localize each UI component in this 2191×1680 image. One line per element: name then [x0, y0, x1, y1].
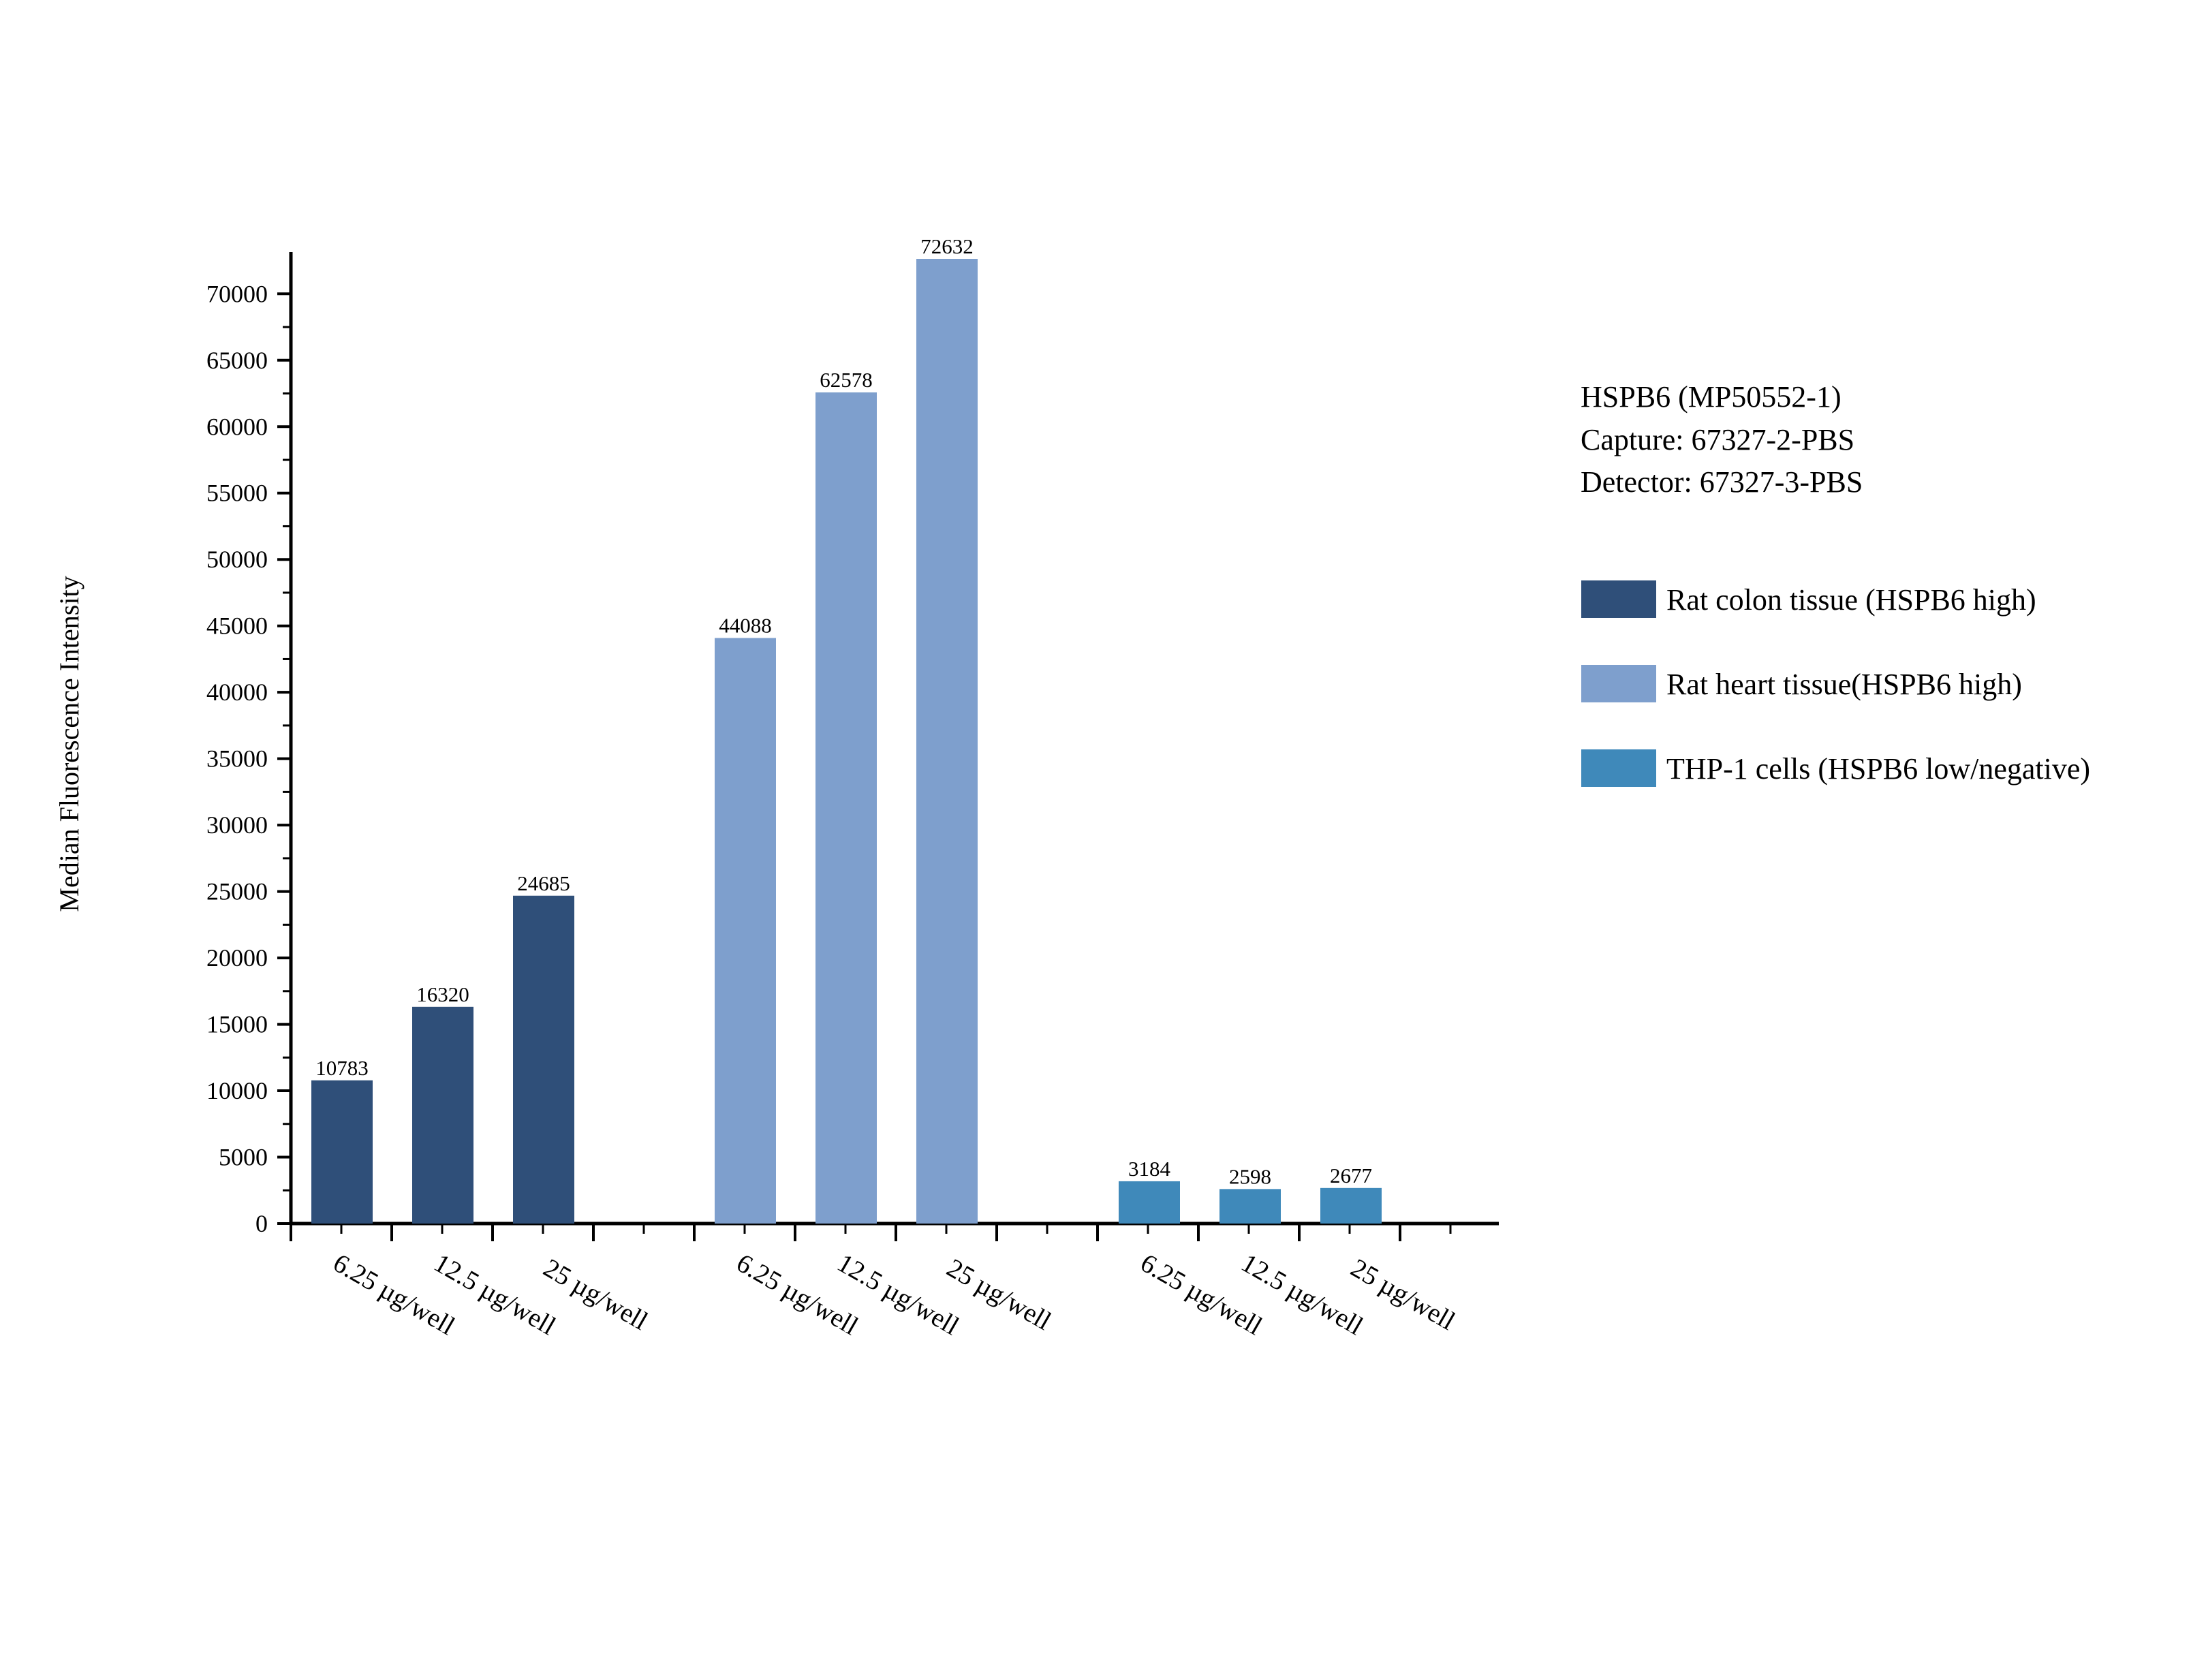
y-axis-title: Median Fluorescence Intensity: [54, 576, 84, 912]
y-tick-label: 20000: [206, 944, 268, 971]
y-tick-label: 40000: [206, 679, 268, 706]
bar: [311, 1080, 373, 1224]
data-label: 44088: [719, 613, 772, 637]
annotation-line-1: HSPB6 (MP50552-1): [1581, 380, 1842, 414]
data-label: 72632: [920, 234, 974, 258]
data-label: 24685: [517, 871, 570, 895]
data-label: 2598: [1229, 1164, 1271, 1188]
data-label: 2677: [1330, 1164, 1372, 1187]
bar: [916, 259, 978, 1224]
bar: [815, 392, 877, 1224]
y-tick-label: 45000: [206, 612, 268, 640]
bar: [412, 1006, 473, 1224]
bar: [715, 638, 776, 1224]
y-tick-label: 10000: [206, 1077, 268, 1104]
bar: [1219, 1189, 1281, 1224]
legend-label-rat-colon: Rat colon tissue (HSPB6 high): [1666, 583, 2036, 617]
legend-label-rat-heart: Rat heart tissue(HSPB6 high): [1666, 668, 2022, 701]
legend-label-thp1: THP-1 cells (HSPB6 low/negative): [1666, 752, 2090, 785]
legend: Rat colon tissue (HSPB6 high) Rat heart …: [1581, 580, 2090, 787]
y-tick-label: 50000: [206, 546, 268, 573]
y-tick-label: 70000: [206, 280, 268, 307]
y-tick-label: 35000: [206, 745, 268, 773]
y-tick-label: 25000: [206, 878, 268, 905]
data-label: 16320: [416, 982, 469, 1006]
y-tick-label: 30000: [206, 811, 268, 839]
data-label: 10783: [315, 1056, 369, 1080]
bar: [1320, 1187, 1382, 1224]
y-tick-label: 5000: [219, 1144, 268, 1171]
legend-swatch-rat-heart: [1581, 665, 1656, 702]
legend-swatch-rat-colon: [1581, 580, 1656, 618]
chart-annotation: HSPB6 (MP50552-1) Capture: 67327-2-PBS D…: [1581, 380, 1863, 499]
y-tick-label: 65000: [206, 347, 268, 374]
y-tick-label: 55000: [206, 480, 268, 507]
y-tick-label: 15000: [206, 1011, 268, 1038]
data-label: 62578: [820, 368, 873, 392]
bar: [513, 895, 574, 1224]
data-label: 3184: [1128, 1157, 1171, 1181]
y-tick-label: 60000: [206, 413, 268, 440]
annotation-line-2: Capture: 67327-2-PBS: [1581, 423, 1854, 456]
legend-swatch-thp1: [1581, 749, 1656, 787]
y-tick-label: 0: [255, 1210, 268, 1237]
bar: [1119, 1181, 1180, 1224]
plot-area: 0 5000 10000 15000 20000 25000 30000 35000 40000…: [206, 234, 1499, 1341]
annotation-line-3: Detector: 67327-3-PBS: [1581, 465, 1863, 499]
